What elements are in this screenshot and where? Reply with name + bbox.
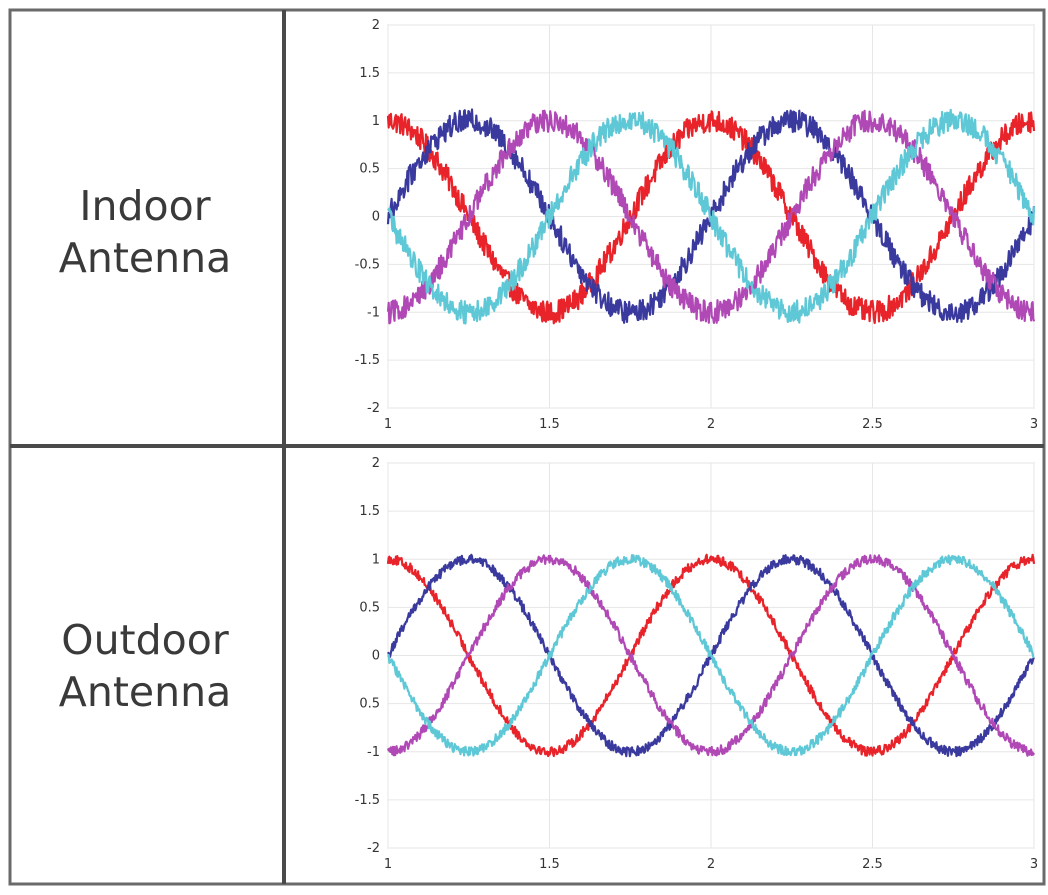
y-tick-label: 1.5 <box>359 504 380 519</box>
series-line-4 <box>387 108 1036 325</box>
y-tick-label: 0 <box>372 210 380 225</box>
x-tick-label: 1 <box>384 417 392 432</box>
x-tick-label: 2.5 <box>862 857 883 872</box>
row-label-line1: Indoor <box>79 182 211 230</box>
series-line-4 <box>386 554 1035 757</box>
x-tick-label: 1.5 <box>539 417 560 432</box>
series-line-3 <box>386 554 1035 757</box>
row-label-outdoor: Outdoor Antenna <box>20 614 270 718</box>
y-tick-label: 0.5 <box>359 162 380 177</box>
y-tick-label: -1.5 <box>355 793 380 808</box>
y-tick-label: 0 <box>372 649 380 664</box>
y-tick-label: -1.5 <box>355 353 380 368</box>
y-tick-label: -0.5 <box>355 257 380 272</box>
x-tick-label: 3 <box>1030 417 1038 432</box>
y-tick-label: 2 <box>372 18 380 33</box>
y-tick-label: -2 <box>367 401 380 416</box>
series-line-3 <box>386 109 1036 325</box>
y-tick-label: 0.5 <box>359 697 380 712</box>
row-label-line2: Antenna <box>58 234 232 282</box>
y-tick-label: 1.5 <box>359 66 380 81</box>
x-tick-label: 2.5 <box>862 417 883 432</box>
x-tick-label: 2 <box>707 417 715 432</box>
row-label-line1: Outdoor <box>61 616 229 664</box>
y-tick-label: -1 <box>367 305 380 320</box>
x-tick-label: 1.5 <box>539 857 560 872</box>
series-line-1 <box>386 110 1036 325</box>
row-label-line2: Antenna <box>58 668 232 716</box>
x-tick-label: 2 <box>707 857 715 872</box>
y-tick-label: 0.5 <box>359 600 380 615</box>
x-tick-label: 1 <box>384 857 392 872</box>
x-tick-label: 3 <box>1030 857 1038 872</box>
y-tick-label: 1 <box>372 114 380 129</box>
y-tick-label: 1 <box>372 552 380 567</box>
y-tick-label: -2 <box>367 841 380 856</box>
y-tick-label: -1 <box>367 745 380 760</box>
series-line-2 <box>387 553 1035 758</box>
row-label-indoor: Indoor Antenna <box>20 180 270 284</box>
series-line-2 <box>386 108 1036 324</box>
series-line-1 <box>386 553 1036 758</box>
y-tick-label: 2 <box>372 456 380 471</box>
